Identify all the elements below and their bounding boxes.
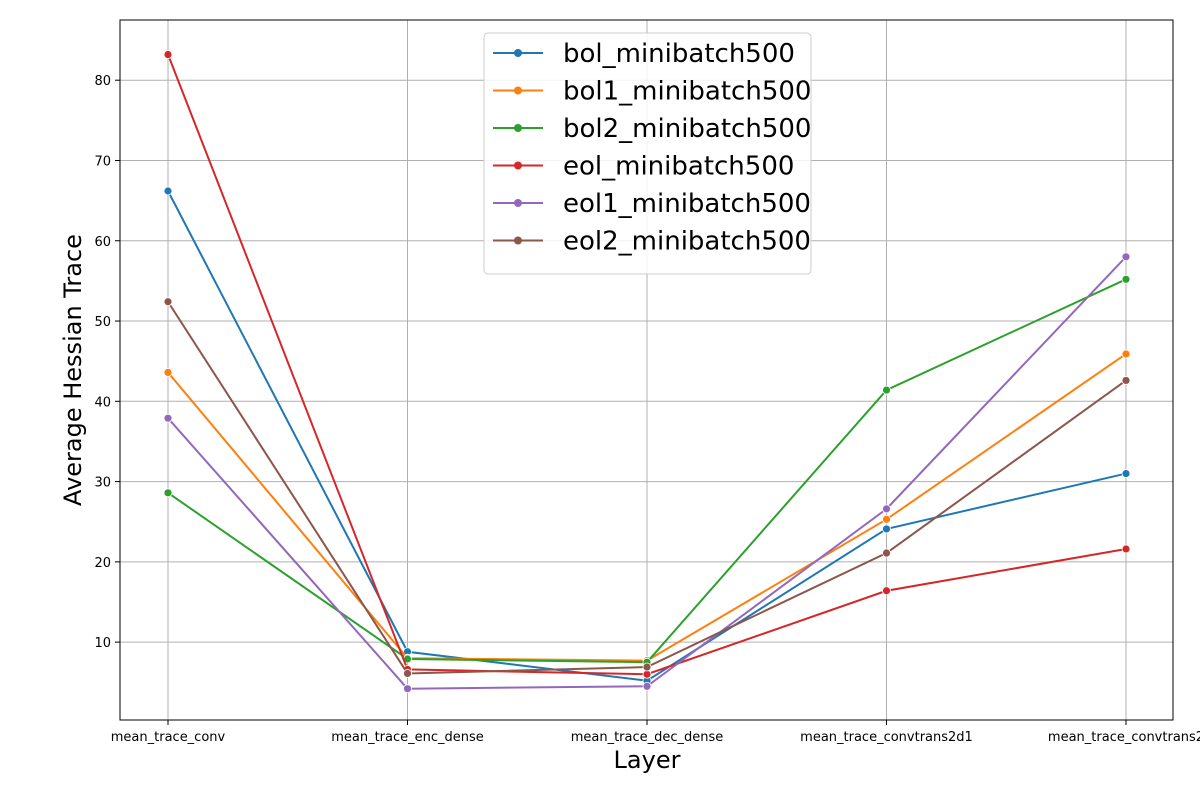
- y-axis-title: Average Hessian Trace: [59, 234, 87, 506]
- y-tick-label: 10: [94, 636, 111, 651]
- legend-label: bol_minibatch500: [563, 39, 795, 69]
- data-point: [642, 662, 652, 672]
- data-point: [642, 681, 652, 691]
- data-point: [882, 524, 891, 534]
- x-tick-label: mean_trace_convtrans2d1: [800, 730, 973, 745]
- legend-marker: [514, 199, 522, 207]
- x-tick-label: mean_trace_enc_dense: [331, 730, 484, 745]
- series-bol2_minibatch500: [163, 274, 1131, 667]
- series-eol1_minibatch500: [163, 252, 1131, 694]
- data-point: [163, 186, 173, 196]
- data-point: [403, 684, 412, 694]
- data-point: [642, 669, 652, 679]
- series-lines: [163, 50, 1131, 694]
- legend-item: bol1_minibatch500: [493, 77, 811, 107]
- legend-box: [483, 32, 812, 275]
- data-point: [163, 368, 173, 377]
- data-point: [1121, 469, 1131, 478]
- legend-marker: [514, 49, 522, 57]
- legend-marker: [514, 161, 522, 170]
- data-point: [163, 488, 173, 498]
- legend-marker: [514, 86, 522, 95]
- legend-label: eol2_minibatch500: [563, 227, 811, 257]
- data-point: [163, 413, 173, 423]
- series-eol_minibatch500: [163, 50, 1131, 679]
- legend-item: bol2_minibatch500: [493, 114, 811, 144]
- legend-label: bol2_minibatch500: [563, 114, 811, 144]
- data-point: [882, 504, 891, 514]
- y-tick-label: 70: [94, 154, 111, 169]
- data-point: [882, 385, 891, 395]
- y-tick-label: 20: [94, 556, 111, 571]
- data-point: [1121, 349, 1131, 359]
- data-point: [882, 514, 891, 524]
- legend-item: eol1_minibatch500: [493, 189, 811, 219]
- data-point: [403, 669, 412, 678]
- legend-item: eol_minibatch500: [493, 152, 794, 182]
- x-tick-label: mean_trace_dec_dense: [571, 730, 724, 745]
- legend-item: eol2_minibatch500: [493, 227, 811, 257]
- y-tick-label: 60: [94, 235, 111, 250]
- y-tick-label: 80: [94, 74, 111, 89]
- data-point: [1121, 252, 1131, 262]
- data-point: [1121, 544, 1131, 554]
- x-axis-title: Layer: [614, 746, 681, 774]
- legend-label: bol1_minibatch500: [563, 77, 811, 107]
- axis-ticks: mean_trace_conv mean_trace_enc_dense mean_…: [94, 74, 1200, 745]
- legend-marker: [514, 124, 522, 132]
- y-tick-label: 30: [94, 476, 111, 491]
- data-point: [163, 50, 173, 59]
- data-point: [1121, 274, 1131, 284]
- data-point: [1121, 376, 1131, 385]
- legend-label: eol_minibatch500: [563, 152, 794, 182]
- data-point: [163, 297, 173, 307]
- legend-label: eol1_minibatch500: [563, 189, 811, 219]
- legend: bol_minibatch500 bol1_minibatch500 bol2_mi…: [483, 32, 812, 275]
- y-tick-label: 40: [94, 395, 111, 410]
- data-point: [882, 548, 891, 558]
- data-point: [882, 586, 891, 596]
- y-tick-label: 50: [94, 315, 111, 330]
- legend-item: bol_minibatch500: [493, 39, 795, 69]
- series-eol2_minibatch500: [163, 297, 1131, 678]
- legend-marker: [514, 236, 522, 245]
- x-tick-label: mean_trace_conv: [111, 730, 226, 745]
- x-tick-label: mean_trace_convtrans2: [1048, 730, 1200, 745]
